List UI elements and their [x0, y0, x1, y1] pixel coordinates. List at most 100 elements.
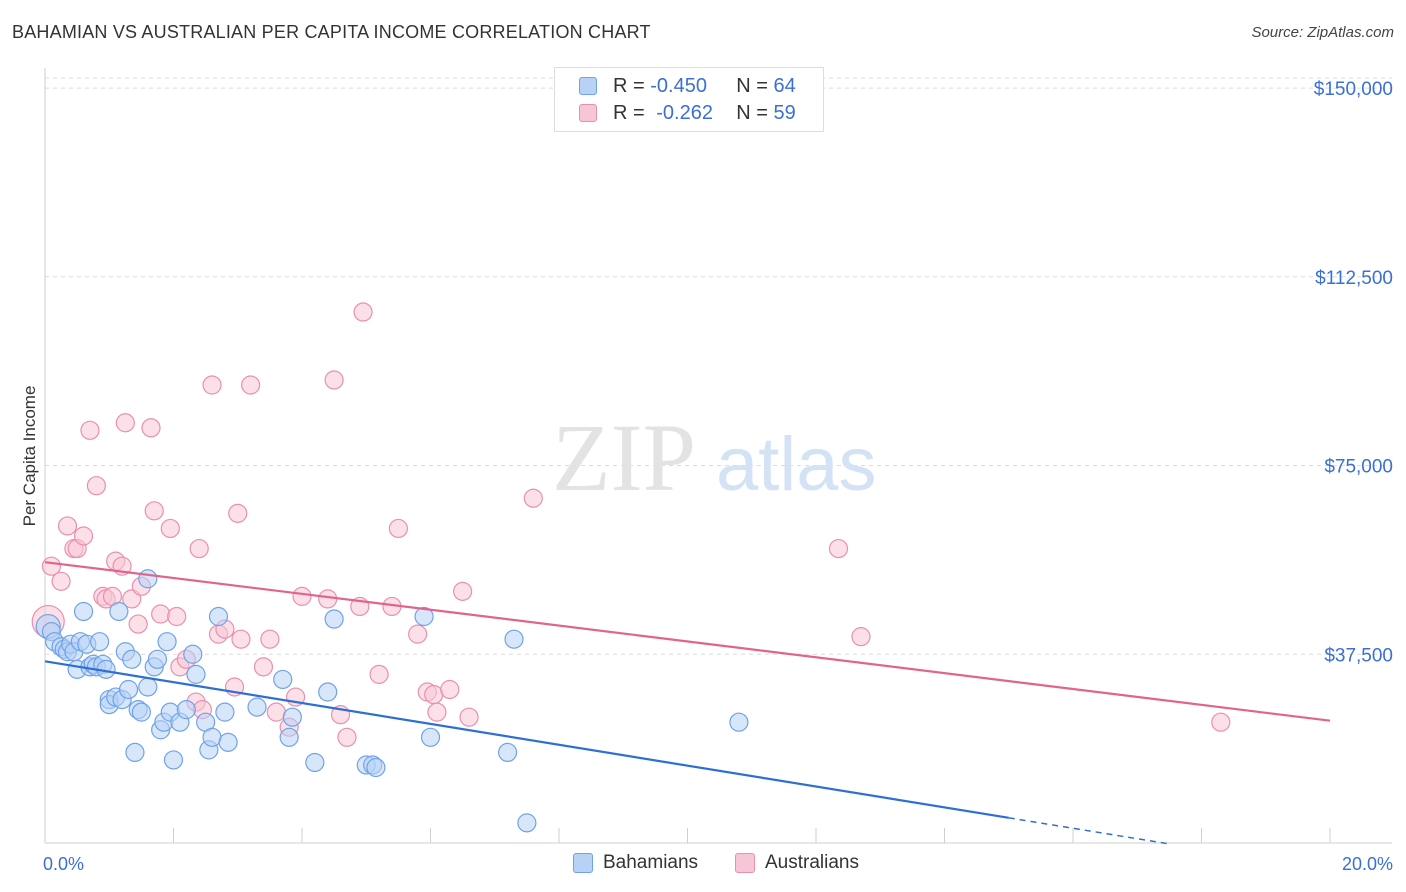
- australians-point: [241, 375, 261, 395]
- legend-n-value: 64: [773, 74, 796, 97]
- bottom-legend-label: Australians: [765, 852, 859, 873]
- legend-swatch-blue: [579, 77, 597, 95]
- legend-row-bahamians: R = -0.450 N = 64: [579, 73, 796, 99]
- legend-n-label: N =: [736, 101, 774, 124]
- australians-point: [453, 581, 473, 601]
- bottom-legend-australians: Australians: [735, 852, 859, 874]
- y-axis-label: Per Capita Income: [20, 386, 39, 527]
- bahamians-point: [729, 712, 749, 732]
- australians-point: [160, 518, 180, 539]
- australians-point: [202, 375, 222, 395]
- bahamians-point: [324, 609, 344, 629]
- bottom-legend-swatch-blue: [573, 853, 593, 873]
- australians-point: [51, 571, 71, 591]
- bahamians-trend-extension: [1008, 817, 1170, 845]
- bahamians-point: [183, 644, 203, 664]
- bahamians-trend-line: [44, 660, 1009, 819]
- australians-point: [167, 606, 187, 627]
- australians-point: [57, 516, 78, 536]
- bahamians-point: [125, 742, 145, 763]
- australians-point: [266, 702, 286, 722]
- watermark-zip: ZIP: [552, 404, 696, 511]
- watermark: ZIP atlas: [552, 404, 877, 511]
- bahamians-point: [147, 649, 168, 669]
- australians-point: [459, 707, 479, 727]
- bahamians-point: [109, 601, 129, 622]
- grid-lines: [45, 77, 1392, 655]
- bahamians-point: [318, 682, 338, 702]
- australians-points: [31, 302, 1231, 747]
- bottom-legend-label: Bahamians: [603, 852, 699, 873]
- y-tick-labels: $37,500 $75,000 $112,500 $150,000: [1314, 79, 1393, 666]
- bahamians-point: [420, 727, 441, 747]
- y-tick-label: $150,000: [1314, 79, 1393, 100]
- legend-r-value: -0.262: [656, 101, 713, 124]
- australians-point: [408, 624, 428, 644]
- australians-point: [73, 526, 94, 546]
- bahamians-point: [138, 677, 158, 697]
- australians-point: [86, 476, 107, 496]
- australians-point: [324, 370, 344, 390]
- australians-point: [292, 586, 312, 606]
- bottom-legend-swatch-pink: [735, 853, 755, 873]
- bahamians-point: [176, 700, 196, 720]
- australians-point: [353, 302, 373, 322]
- bahamians-point: [118, 679, 139, 700]
- x-tick-label-max: 20.0%: [1342, 854, 1393, 874]
- australians-point: [253, 657, 274, 677]
- australians-point: [440, 679, 460, 700]
- legend-n-label: N =: [736, 74, 774, 97]
- australians-point: [424, 684, 444, 705]
- bahamians-point: [366, 757, 386, 778]
- legend-swatch-pink: [579, 104, 597, 122]
- bahamians-point: [498, 742, 518, 763]
- australians-point: [128, 614, 148, 634]
- australians-point: [141, 418, 161, 438]
- bahamians-point: [279, 727, 299, 747]
- australians-point: [337, 727, 357, 747]
- australians-point: [523, 488, 543, 508]
- bahamians-point: [282, 707, 302, 727]
- watermark-atlas: atlas: [716, 422, 877, 507]
- bahamians-point: [131, 702, 151, 722]
- australians-trend-line: [44, 561, 1331, 722]
- australians-point: [388, 518, 408, 539]
- legend-row-australians: R = -0.262 N = 59: [579, 100, 796, 126]
- australians-point: [828, 538, 849, 559]
- chart-title: BAHAMIAN VS AUSTRALIAN PER CAPITA INCOME…: [12, 22, 651, 42]
- bahamians-point: [504, 629, 524, 649]
- y-tick-label: $75,000: [1324, 457, 1393, 478]
- australians-point: [369, 664, 389, 684]
- bottom-legend-bahamians: Bahamians: [573, 852, 698, 874]
- legend-n-value: 59: [773, 101, 796, 124]
- legend-r-value: -0.450: [650, 74, 707, 97]
- bahamians-point: [73, 601, 94, 622]
- correlation-legend: R = -0.450 N = 64 R = -0.262 N = 59: [554, 67, 824, 132]
- australians-point: [80, 420, 100, 440]
- bahamians-point: [414, 606, 434, 627]
- bahamians-point: [208, 606, 229, 627]
- australians-point: [189, 538, 209, 559]
- chart-source: Source: ZipAtlas.com: [1251, 24, 1394, 41]
- australians-point: [115, 413, 135, 433]
- bahamians-point: [305, 752, 325, 773]
- australians-point: [228, 503, 248, 523]
- australians-point: [151, 604, 171, 624]
- bahamians-point: [218, 732, 238, 752]
- australians-point: [427, 702, 447, 722]
- bahamians-point: [202, 727, 222, 747]
- y-tick-label: $112,500: [1315, 268, 1393, 289]
- bahamians-point: [273, 669, 293, 690]
- bahamians-point: [90, 632, 110, 652]
- axes: [44, 68, 1392, 844]
- australians-point: [1211, 712, 1231, 732]
- bahamians-point: [186, 664, 206, 684]
- australians-point: [260, 629, 280, 649]
- australians-point: [144, 501, 164, 521]
- bahamians-point: [163, 750, 184, 770]
- legend-r-label: R =: [613, 74, 651, 97]
- x-tick-label-min: 0.0%: [43, 854, 84, 874]
- bahamians-point: [157, 632, 177, 652]
- bahamians-point: [138, 569, 158, 589]
- y-tick-label: $37,500: [1324, 645, 1393, 666]
